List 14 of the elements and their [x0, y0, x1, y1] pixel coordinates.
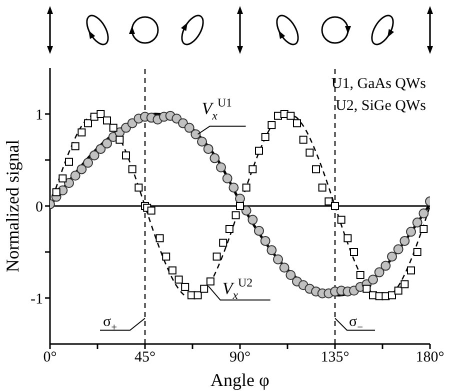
annotation: σ$_{+}$: [103, 314, 118, 334]
annotation: U2, SiGe QWs: [336, 98, 426, 114]
y-tick-label: -1: [30, 291, 43, 308]
x-tick-label: 135°: [320, 350, 350, 366]
annotation: U1, GaAs QWs: [331, 76, 426, 92]
x-tick-label: 180°: [416, 350, 444, 366]
x-tick-label: 0°: [43, 350, 57, 366]
x-tick-label: 45°: [134, 350, 156, 366]
y-tick-label: 1: [36, 107, 43, 124]
x-axis-title: Angle φ: [210, 370, 270, 390]
x-tick-label: 90°: [230, 350, 250, 366]
y-axis-title: Normalized signal: [2, 140, 22, 272]
annotation: σ$_{−}$: [349, 314, 364, 334]
y-tick-label: 0: [36, 199, 43, 216]
